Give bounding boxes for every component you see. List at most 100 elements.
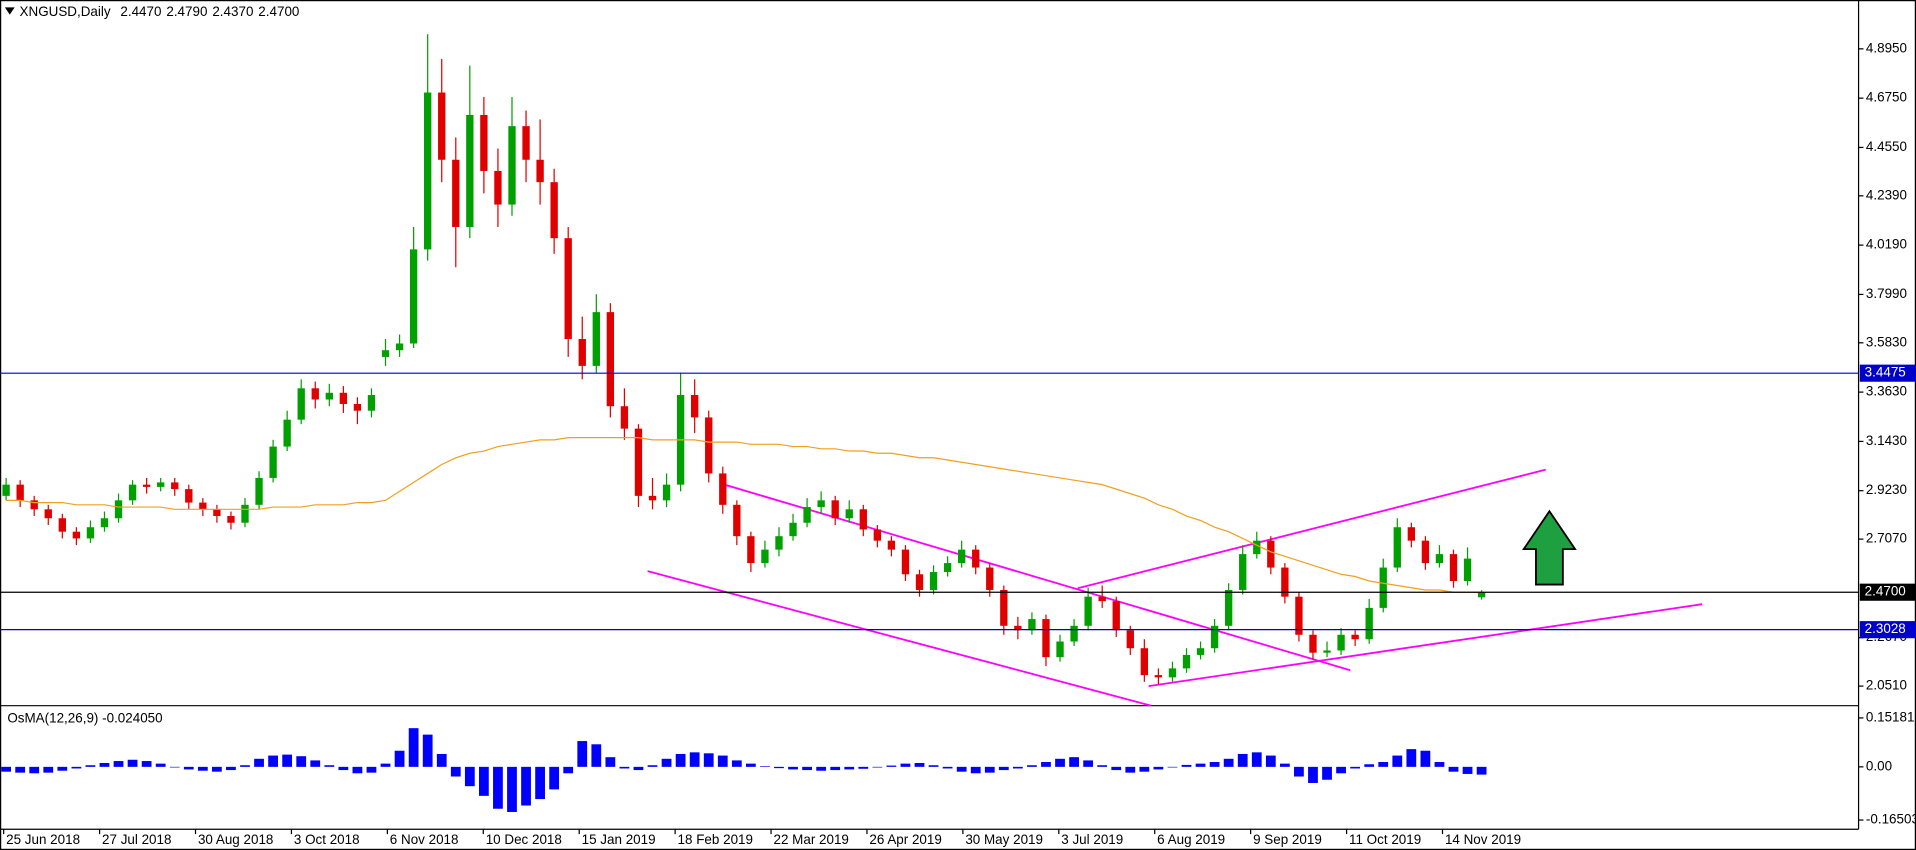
close-value: 2.4700: [258, 4, 299, 19]
candle-body: [128, 484, 137, 501]
osma-bar: [1041, 762, 1051, 767]
osma-bar: [479, 766, 489, 796]
candle-body: [171, 482, 179, 490]
candle-body: [255, 477, 263, 505]
candle-body: [1224, 589, 1233, 626]
candle-body: [1407, 527, 1416, 541]
osma-bar: [183, 766, 194, 770]
candle-body: [522, 126, 530, 160]
osma-bar: [29, 766, 40, 774]
candle-body: [564, 238, 572, 340]
osma-bar: [1406, 749, 1417, 767]
candle-body: [311, 388, 319, 400]
candle-body: [1140, 648, 1149, 676]
candle-body: [1463, 558, 1472, 582]
osma-bar: [436, 753, 447, 767]
osma-bar: [998, 766, 1009, 771]
candle-body: [1365, 607, 1373, 640]
y-tick-label: 4.6750: [1866, 90, 1907, 105]
candle-body: [114, 500, 123, 519]
candle-body: [1239, 554, 1247, 590]
osma-bar: [886, 765, 897, 767]
osma-bar: [774, 766, 784, 769]
osma-bar: [113, 761, 124, 767]
osma-bar: [464, 766, 475, 787]
low-value: 2.4370: [212, 4, 253, 19]
osma-bar: [563, 766, 574, 774]
price-level-box: [1859, 583, 1916, 601]
osma-bar: [549, 766, 560, 790]
osma-bar: [1069, 757, 1079, 767]
candle-body: [733, 504, 741, 537]
osma-tick-label: 0.00: [1866, 758, 1892, 773]
osma-tick-label: -0.165034: [1866, 812, 1916, 827]
osma-bar: [450, 766, 461, 777]
candle-body: [339, 392, 348, 404]
up-arrow: [1522, 509, 1577, 586]
candle-body: [1014, 625, 1022, 631]
osma-bar: [970, 766, 981, 774]
osma-bar: [43, 766, 54, 773]
osma-bar: [1448, 766, 1459, 772]
candle-body: [803, 507, 811, 523]
x-tick-label: 30 Aug 2018: [198, 832, 273, 847]
candle-body: [873, 529, 882, 541]
candle-body: [1182, 654, 1191, 669]
candle-body: [859, 509, 867, 530]
osma-bar: [1012, 766, 1023, 769]
x-tick-label: 27 Jul 2018: [102, 832, 171, 847]
osma-bar: [956, 766, 967, 772]
candle-body: [1309, 634, 1317, 653]
osma-bar: [1139, 766, 1150, 772]
osma-bar: [1392, 755, 1403, 767]
osma-title: OsMA(12,26,9) -0.024050: [7, 711, 162, 726]
candle-body: [227, 516, 235, 523]
osma-bar: [1336, 766, 1346, 774]
osma-bar: [57, 766, 68, 771]
osma-bar: [1223, 758, 1234, 767]
osma-bar: [366, 766, 377, 773]
osma-bar: [422, 734, 433, 767]
osma-bar: [197, 766, 208, 771]
candle-body: [297, 388, 305, 420]
trendlines: [647, 468, 1703, 707]
candle-body: [775, 536, 783, 550]
y-tick-label: 3.3630: [1866, 384, 1907, 399]
osma-bar: [1209, 762, 1220, 767]
osma-bar: [689, 752, 700, 767]
osma-bar: [535, 766, 545, 800]
x-tick-label: 3 Oct 2018: [294, 832, 360, 847]
osma-bar: [352, 766, 363, 774]
candle-body: [1449, 554, 1458, 582]
x-tick-label: 30 May 2019: [965, 832, 1043, 847]
candle-body: [438, 92, 446, 160]
osma-tick-label: 0.15181: [1866, 709, 1915, 724]
candle-body: [30, 500, 38, 510]
osma-bar: [703, 753, 714, 767]
candle-body: [1477, 592, 1486, 598]
candle-body: [452, 159, 460, 227]
candle-body: [142, 484, 151, 487]
osma-bar: [1265, 755, 1276, 767]
candle-body: [86, 527, 95, 539]
candle-body: [1154, 675, 1163, 678]
osma-bar: [1476, 766, 1487, 775]
candle-body: [536, 159, 544, 183]
osma-bar: [900, 763, 911, 767]
osma-bar: [380, 763, 391, 767]
osma-bar: [1420, 750, 1431, 767]
candle-body: [1000, 589, 1008, 626]
symbol-title: XNGUSD,Daily: [20, 4, 111, 19]
candle-body: [578, 339, 586, 366]
candle-body: [606, 312, 615, 407]
osma-bar: [1195, 763, 1206, 767]
osma-bar: [507, 766, 517, 812]
osma-bar: [226, 766, 236, 771]
osma-bar: [85, 765, 96, 767]
candle-body: [213, 509, 221, 517]
candle-body: [241, 504, 249, 523]
candle-body: [972, 549, 980, 568]
osma-bar: [816, 766, 827, 771]
osma-bar: [1279, 763, 1290, 767]
